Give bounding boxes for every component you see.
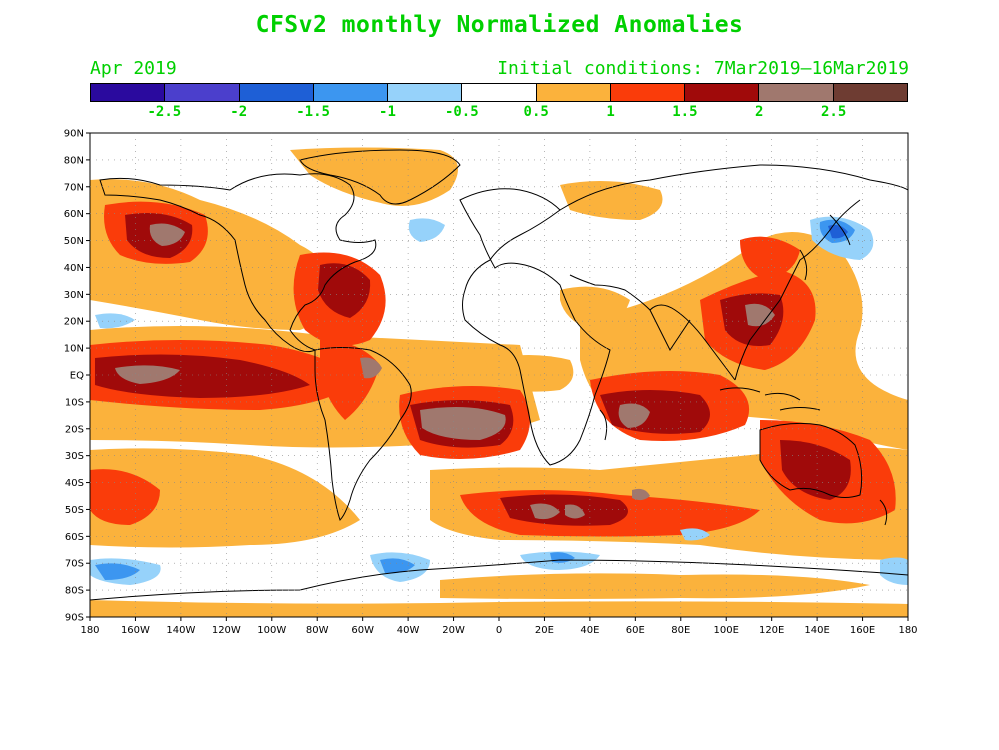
lon-label: 60W — [351, 625, 374, 636]
lat-label: 90N — [64, 129, 84, 140]
longitude-labels: 180 160W 140W 120W 100W 80W 60W 40W 20W 0 20E 40E 60… — [80, 617, 918, 636]
lon-label: 80W — [306, 625, 329, 636]
lat-label: 20S — [65, 424, 84, 435]
legend-swatch — [685, 84, 760, 101]
lon-label: 80E — [671, 625, 690, 636]
lon-label: 140E — [804, 625, 829, 636]
legend-label: -0.5 — [444, 104, 479, 120]
anomaly-field — [90, 147, 908, 617]
lat-label: 80N — [64, 155, 84, 166]
legend-swatch — [759, 84, 834, 101]
anomaly-level-neg3 — [828, 224, 848, 239]
legend-swatch — [313, 84, 389, 101]
latitude-labels: 90N 80N 70N 60N 50N 40N 30N 20N 10N EQ 10S 20S 30S 40… — [64, 129, 90, 624]
lat-label: 10N — [64, 344, 84, 355]
lon-label: 60E — [626, 625, 645, 636]
legend-swatch — [610, 84, 686, 101]
legend-swatch — [239, 84, 314, 101]
legend-label: 0.5 — [523, 104, 549, 120]
lat-label: 20N — [64, 317, 84, 328]
lat-label: 70S — [65, 559, 84, 570]
lon-label: 120E — [759, 625, 784, 636]
lon-label: 180 — [898, 625, 917, 636]
legend-swatch — [165, 84, 240, 101]
lat-label: 60S — [65, 532, 84, 543]
legend-label: 1 — [606, 104, 615, 120]
legend-label: -2.5 — [147, 104, 182, 120]
lon-label: 120W — [212, 625, 241, 636]
lon-label: 140W — [166, 625, 195, 636]
lon-label: 180 — [80, 625, 99, 636]
lon-label: 160E — [850, 625, 875, 636]
legend-label: 2 — [755, 104, 764, 120]
lon-label: 160W — [121, 625, 150, 636]
legend-label: -1 — [379, 104, 396, 120]
forecast-month: Apr 2019 — [90, 58, 177, 79]
lon-label: 40W — [397, 625, 420, 636]
lat-label: 30N — [64, 290, 84, 301]
lat-label: EQ — [70, 371, 84, 382]
lat-label: 80S — [65, 586, 84, 597]
color-legend — [90, 83, 908, 102]
lon-label: 100W — [257, 625, 286, 636]
map-title: CFSv2 monthly Normalized Anomalies — [255, 12, 744, 38]
legend-label: 1.5 — [672, 104, 698, 120]
legend-label: -2 — [230, 104, 248, 120]
lat-label: 40N — [64, 263, 84, 274]
anomaly-level-4 — [115, 223, 775, 520]
legend-swatch — [388, 84, 463, 101]
lon-label: 100E — [714, 625, 739, 636]
legend-swatch — [462, 84, 537, 101]
legend-swatch — [536, 84, 611, 101]
lat-label: 50S — [65, 505, 84, 516]
legend-label: 2.5 — [820, 104, 847, 120]
legend-swatch — [91, 84, 166, 101]
lat-label: 10S — [65, 397, 84, 408]
coastlines — [90, 149, 908, 601]
lat-label: 70N — [64, 182, 84, 193]
lon-label: 20E — [535, 625, 554, 636]
lat-label: 50N — [64, 236, 84, 247]
lat-label: 60N — [64, 209, 84, 220]
legend-label: -1.5 — [296, 104, 330, 120]
lon-label: 20W — [442, 625, 465, 636]
lat-label: 90S — [65, 613, 84, 624]
color-legend-labels: -2.5 -2 -1.5 -1 -0.5 0.5 1 1.5 2 2.5 — [90, 104, 908, 122]
lat-label: 30S — [65, 451, 84, 462]
initial-conditions: Initial conditions: 7Mar2019—16Mar2019 — [497, 58, 909, 79]
lon-label: 40E — [580, 625, 599, 636]
gridlines — [90, 133, 908, 617]
lat-label: 40S — [65, 478, 84, 489]
legend-swatch — [833, 84, 907, 101]
lon-label: 0 — [496, 625, 502, 636]
